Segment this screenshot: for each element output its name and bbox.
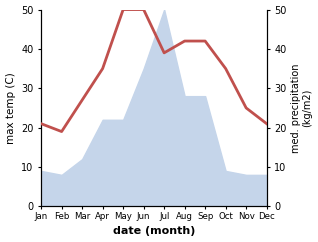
X-axis label: date (month): date (month): [113, 227, 195, 236]
Y-axis label: max temp (C): max temp (C): [5, 72, 16, 144]
Y-axis label: med. precipitation
(kg/m2): med. precipitation (kg/m2): [291, 63, 313, 153]
